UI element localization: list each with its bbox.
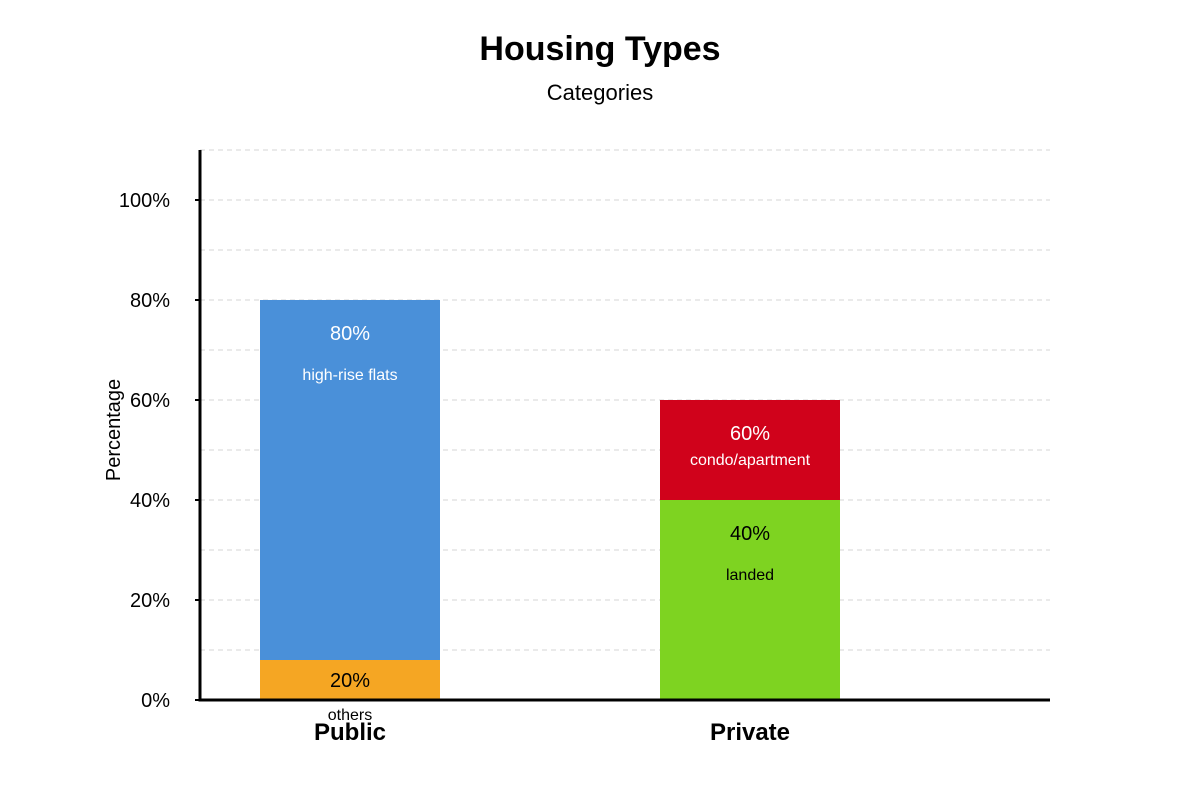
y-tick-label: 100% [119, 190, 170, 212]
bar-segment [660, 400, 840, 500]
labels-layer: 20% others 80% high-rise flats Public 40% land… [119, 190, 811, 746]
y-tick-label: 80% [130, 290, 170, 312]
y-axis-title: Percentage [103, 379, 125, 481]
y-tick-label: 0% [141, 690, 170, 712]
y-tick-label: 60% [130, 390, 170, 412]
bar-value-label: 40% [730, 523, 770, 545]
x-tick-label: Public [314, 719, 386, 746]
chart-subtitle: Categories [547, 80, 653, 105]
bars-layer [260, 300, 840, 700]
bar-segment-label: high-rise flats [302, 367, 397, 384]
chart-title: Housing Types [479, 30, 720, 68]
y-tick-label: 20% [130, 590, 170, 612]
axes-layer [195, 150, 1050, 702]
bar-segment-label: landed [726, 567, 774, 584]
bar-value-label: 20% [330, 670, 370, 692]
bar-value-label: 60% [730, 423, 770, 445]
bar-segment-label: others [328, 707, 372, 724]
grid-layer [200, 149, 1050, 651]
bar-segment [660, 500, 840, 700]
bar-segment [260, 660, 440, 700]
bar-segment [260, 300, 440, 660]
bar-value-label: 80% [330, 323, 370, 345]
y-tick-label: 40% [130, 490, 170, 512]
x-tick-label: Private [710, 719, 790, 746]
bar-segment-label: condo/apartment [690, 452, 811, 469]
